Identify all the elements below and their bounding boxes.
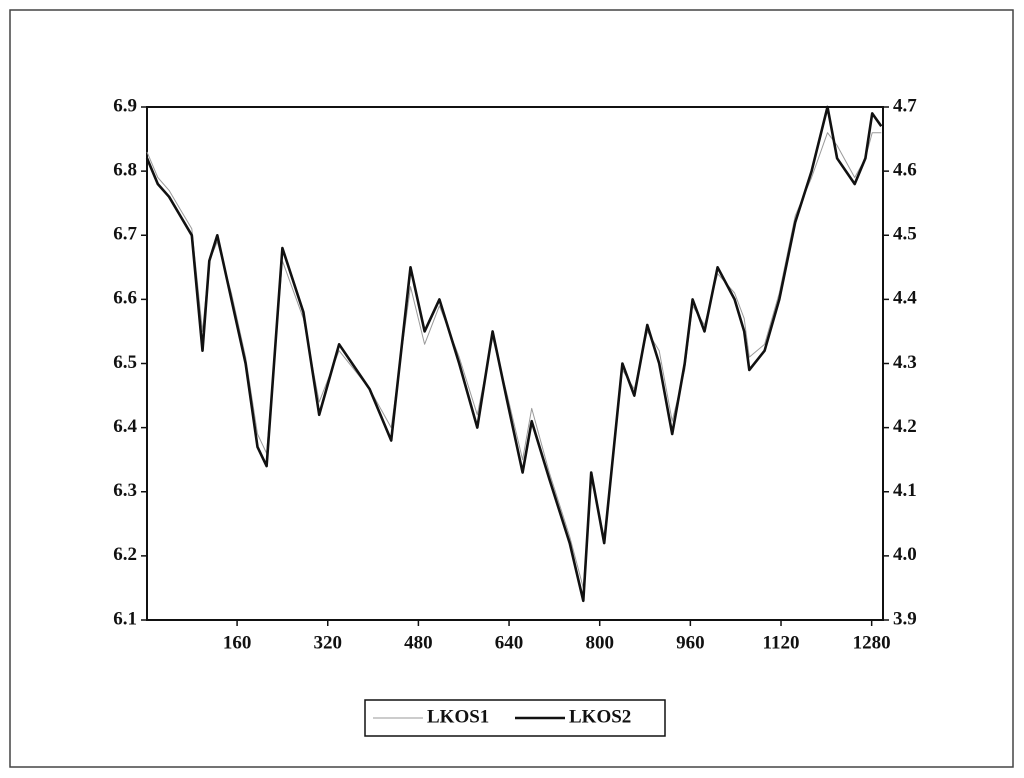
x-tick-label: 160 [223,632,252,653]
y-tick-label: 6.4 [113,416,137,437]
y2-tick-label: 4.3 [893,352,917,373]
y2-tick-label: 3.9 [893,608,917,629]
y2-tick-label: 4.1 [893,480,917,501]
y-tick-label: 6.7 [113,224,137,245]
plot-area [146,106,884,621]
legend-label: LKOS2 [569,706,631,727]
x-tick-label: 320 [313,632,342,653]
y-tick-label: 6.9 [113,95,137,116]
y2-tick-label: 4.5 [893,224,917,245]
x-tick-label: 1120 [763,632,800,653]
y-tick-label: 6.1 [113,608,137,629]
y2-tick-label: 4.2 [893,416,917,437]
y2-tick-label: 4.0 [893,544,917,565]
x-tick-label: 480 [404,632,433,653]
x-tick-label: 640 [495,632,524,653]
y2-tick-label: 4.6 [893,159,917,180]
series-line [146,132,882,589]
x-tick-label: 1280 [853,632,891,653]
y-tick-label: 6.3 [113,480,137,501]
legend-label: LKOS1 [427,706,489,727]
y-tick-label: 6.5 [113,352,137,373]
series-line [145,105,883,603]
x-tick-label: 960 [676,632,705,653]
y-tick-label: 6.6 [113,288,137,309]
x-tick-label: 800 [585,632,614,653]
y2-tick-label: 4.7 [893,95,917,116]
y-tick-label: 6.8 [113,159,137,180]
y-tick-label: 6.2 [113,544,137,565]
frame [9,9,1014,768]
y2-tick-label: 4.4 [893,288,917,309]
